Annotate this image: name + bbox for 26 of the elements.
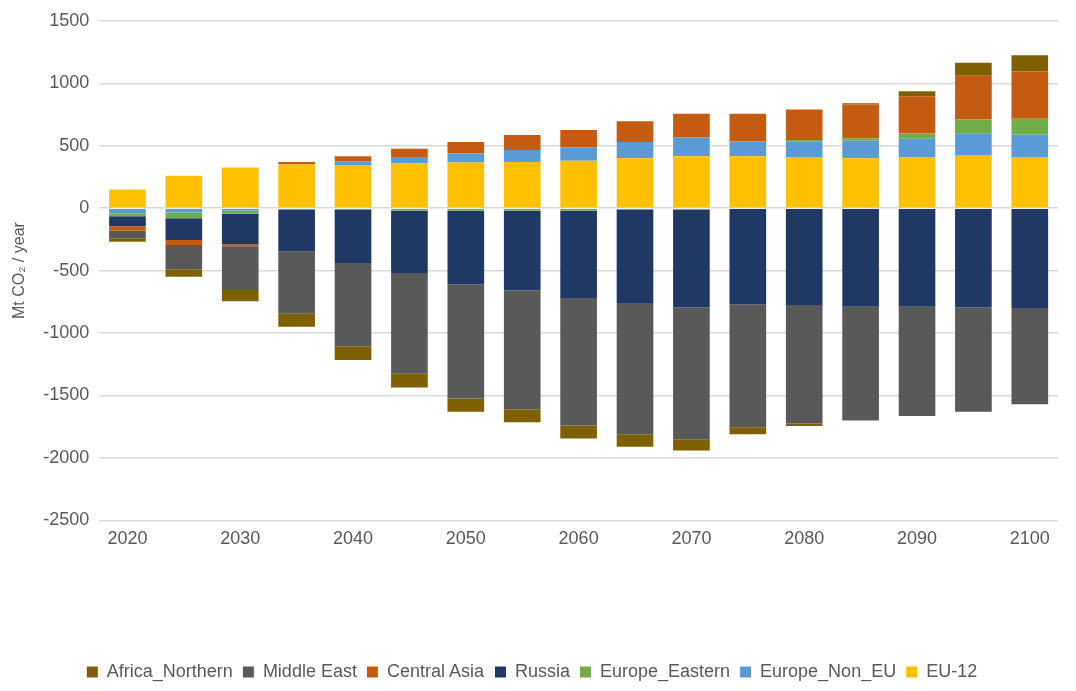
y-tick-label: -1000	[43, 322, 90, 343]
x-tick-label: 2100	[1009, 528, 1050, 549]
legend-label: Middle East	[262, 660, 357, 681]
y-tick-label: -1500	[43, 384, 90, 405]
x-tick-label: 2070	[671, 528, 712, 549]
legend-label: Europe_Eastern	[599, 660, 731, 682]
x-tick-label: 2050	[445, 528, 486, 549]
legend-label: Russia	[514, 660, 571, 681]
legend-label: Central Asia	[386, 660, 485, 681]
y-tick-label: -2000	[43, 446, 90, 467]
x-tick-label: 2030	[220, 528, 261, 549]
legend-label: Europe_Non_EU	[760, 660, 897, 682]
y-tick-label: 1500	[49, 9, 90, 30]
y-tick-label: 1000	[49, 72, 90, 93]
x-tick-label: 2060	[558, 528, 599, 549]
y-tick-label: -2500	[43, 509, 90, 530]
y-tick-label: 0	[79, 197, 90, 218]
y-tick-label: 500	[59, 134, 90, 155]
y-tick-label: -500	[53, 259, 90, 280]
legend-label: Africa_Northern	[106, 660, 233, 682]
x-tick-label: 2040	[333, 528, 374, 549]
x-tick-label: 2020	[107, 528, 148, 549]
x-tick-label: 2090	[896, 528, 938, 549]
x-tick-label: 2080	[784, 528, 825, 549]
legend-label: EU-12	[926, 660, 978, 681]
y-axis-title: Mt CO₂ / year	[10, 221, 28, 320]
